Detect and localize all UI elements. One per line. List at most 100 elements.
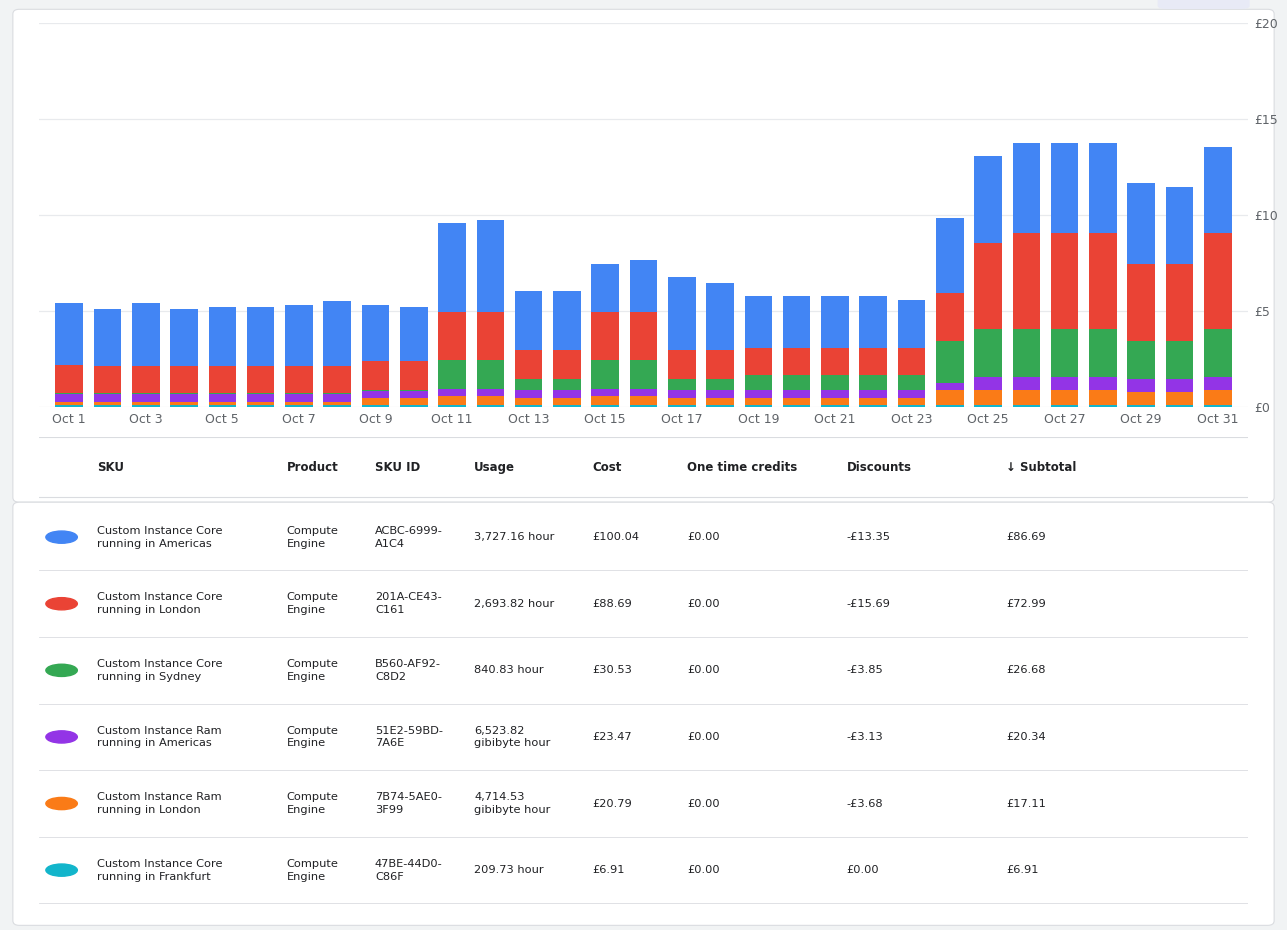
Circle shape [46, 664, 77, 676]
Bar [323, 405, 351, 407]
Text: Custom Instance Ram
running in London: Custom Instance Ram running in London [97, 792, 221, 815]
Circle shape [46, 598, 77, 610]
Circle shape [46, 731, 77, 743]
Bar [592, 312, 619, 360]
Bar [1089, 390, 1117, 405]
Bar [170, 393, 198, 394]
Bar [860, 405, 887, 407]
Bar [936, 390, 964, 405]
Bar [553, 290, 580, 351]
Bar [170, 402, 198, 405]
Text: Discounts: Discounts [847, 460, 911, 473]
Bar [668, 405, 695, 407]
Bar [208, 405, 236, 407]
Bar [1127, 379, 1154, 392]
Bar [860, 375, 887, 391]
Bar [974, 377, 1001, 390]
Bar [1089, 377, 1117, 390]
Bar [1051, 390, 1079, 405]
Text: ↓ Subtotal: ↓ Subtotal [1006, 460, 1077, 473]
Bar [170, 405, 198, 407]
Circle shape [46, 864, 77, 876]
Bar [515, 351, 542, 379]
Bar [1166, 379, 1193, 392]
Bar [94, 405, 121, 407]
Bar [515, 405, 542, 407]
Bar [247, 307, 274, 366]
Bar [553, 351, 580, 379]
Bar [476, 219, 505, 312]
Bar [323, 301, 351, 366]
Text: 3,727.16 hour: 3,727.16 hour [474, 532, 555, 542]
Bar [1089, 233, 1117, 329]
Bar [515, 391, 542, 398]
Bar [55, 402, 84, 405]
Text: SKU: SKU [97, 460, 124, 473]
Bar [1013, 390, 1040, 405]
Text: Compute
Engine: Compute Engine [287, 792, 338, 815]
Bar [1166, 187, 1193, 264]
Bar [400, 307, 427, 361]
Bar [668, 391, 695, 398]
Bar [400, 398, 427, 405]
Text: Custom Instance Core
running in Sydney: Custom Instance Core running in Sydney [97, 659, 223, 682]
Bar [362, 391, 389, 398]
Bar [821, 348, 848, 375]
Bar [323, 394, 351, 402]
Bar [707, 405, 734, 407]
Text: 209.73 hour: 209.73 hour [474, 865, 543, 875]
Bar [1127, 183, 1154, 264]
Text: £0.00: £0.00 [847, 865, 879, 875]
Bar [208, 393, 236, 394]
Bar [1089, 405, 1117, 407]
Text: £20.79: £20.79 [593, 799, 632, 808]
Text: Compute
Engine: Compute Engine [287, 525, 338, 549]
Bar [1203, 329, 1232, 377]
Bar [133, 402, 160, 405]
Bar [286, 393, 313, 394]
Text: Custom Instance Core
running in Americas: Custom Instance Core running in Americas [97, 525, 223, 549]
Bar [1203, 390, 1232, 405]
Bar [1127, 264, 1154, 340]
Bar [1166, 264, 1193, 340]
Bar [821, 297, 848, 348]
Text: B560-AF92-
C8D2: B560-AF92- C8D2 [375, 659, 441, 682]
Text: 2,693.82 hour: 2,693.82 hour [474, 599, 555, 609]
Bar [821, 391, 848, 398]
Text: £88.69: £88.69 [593, 599, 632, 609]
Text: £0.00: £0.00 [687, 865, 719, 875]
Bar [208, 307, 236, 366]
Bar [1166, 392, 1193, 405]
Bar [668, 379, 695, 391]
Text: Compute
Engine: Compute Engine [287, 659, 338, 682]
Text: 7B74-5AE0-
3F99: 7B74-5AE0- 3F99 [375, 792, 441, 815]
Bar [974, 329, 1001, 377]
Bar [94, 393, 121, 394]
Text: £6.91: £6.91 [1006, 865, 1039, 875]
Bar [1013, 233, 1040, 329]
Text: -£3.85: -£3.85 [847, 665, 883, 675]
Bar [515, 398, 542, 405]
Bar [133, 303, 160, 366]
Bar [439, 312, 466, 360]
Bar [286, 405, 313, 407]
Bar [247, 366, 274, 393]
Bar [898, 398, 925, 405]
Bar [323, 393, 351, 394]
Bar [400, 391, 427, 398]
Bar [668, 398, 695, 405]
Bar [1127, 340, 1154, 379]
Text: -£3.68: -£3.68 [847, 799, 883, 808]
Bar [208, 394, 236, 402]
Bar [94, 309, 121, 366]
Bar [286, 305, 313, 366]
Bar [936, 405, 964, 407]
Bar [208, 402, 236, 405]
Bar [1051, 233, 1079, 329]
Text: £0.00: £0.00 [687, 665, 719, 675]
Bar [936, 383, 964, 390]
Text: Product: Product [287, 460, 338, 473]
Bar [898, 391, 925, 398]
Bar [400, 361, 427, 390]
Bar [668, 351, 695, 379]
